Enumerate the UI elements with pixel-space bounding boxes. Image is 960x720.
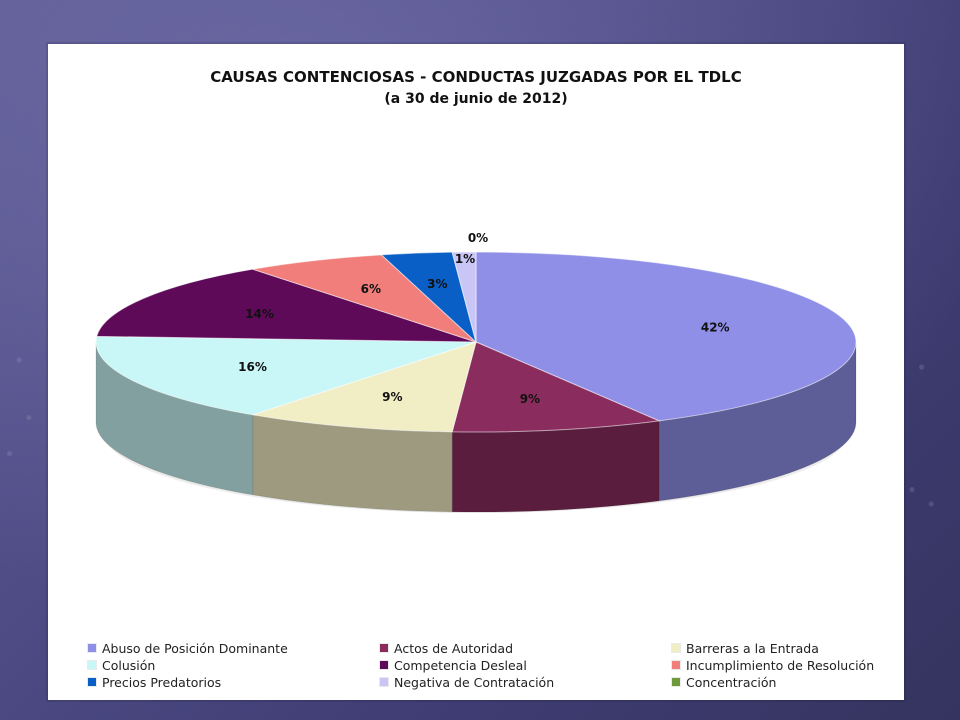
legend-item-6: Precios Predatorios (88, 674, 380, 690)
data-label-4: 14% (245, 307, 274, 321)
legend-swatch (672, 661, 680, 669)
legend-item-7: Negativa de Contratación (380, 674, 672, 690)
data-label-1: 9% (520, 392, 540, 406)
data-label-5: 6% (361, 282, 381, 296)
legend-label: Abuso de Posición Dominante (102, 640, 288, 656)
legend-swatch (380, 661, 388, 669)
legend-swatch (88, 644, 96, 652)
legend-label: Incumplimiento de Resolución (686, 657, 875, 673)
chart-title: CAUSAS CONTENCIOSAS - CONDUCTAS JUZGADAS… (210, 68, 742, 86)
legend-item-5: Incumplimiento de Resolución (672, 657, 888, 673)
data-label-6: 3% (427, 277, 447, 291)
pie-data-labels: 42% 9% 9% 16% 14% 6% 3% 1% 0% (238, 231, 729, 406)
pie-slice-7 (451, 251, 477, 343)
pie-slice-5 (252, 254, 477, 343)
legend-swatch (672, 678, 680, 686)
pie-side-1 (451, 420, 660, 513)
chart-card: CAUSAS CONTENCIOSAS - CONDUCTAS JUZGADAS… (48, 44, 904, 700)
legend-item-1: Actos de Autoridad (380, 640, 672, 656)
legend-item-0: Abuso de Posición Dominante (88, 640, 380, 656)
legend-swatch (380, 678, 388, 686)
legend-label: Precios Predatorios (102, 674, 222, 690)
data-label-7: 1% (455, 252, 475, 266)
legend-label: Actos de Autoridad (394, 640, 514, 656)
pie-slice-2 (252, 341, 477, 433)
pie-slice-4 (96, 268, 477, 343)
legend-swatch (88, 678, 96, 686)
legend-item-8: Concentración (672, 674, 888, 690)
pie-slice-1 (451, 341, 661, 433)
chart-area: 42% 9% 9% 16% 14% 6% 3% 1% 0% (48, 44, 904, 700)
legend-swatch (88, 661, 96, 669)
legend-label: Negativa de Contratación (394, 674, 555, 690)
legend-swatch (672, 644, 680, 652)
data-label-3: 16% (238, 360, 267, 374)
chart-title-block: CAUSAS CONTENCIOSAS - CONDUCTAS JUZGADAS… (48, 66, 904, 110)
chart-legend: Abuso de Posición Dominante Actos de Auto… (88, 640, 888, 690)
legend-label: Colusión (102, 657, 156, 673)
pie-slice-3 (95, 335, 477, 416)
data-label-8: 0% (468, 231, 488, 245)
pie-top-slices (95, 251, 857, 433)
data-label-2: 9% (382, 390, 402, 404)
legend-label: Barreras a la Entrada (686, 640, 819, 656)
legend-label: Concentración (686, 674, 777, 690)
pie-slice-0 (475, 251, 857, 422)
data-label-0: 42% (701, 320, 730, 334)
legend-label: Competencia Desleal (394, 657, 527, 673)
legend-item-4: Competencia Desleal (380, 657, 672, 673)
legend-item-2: Barreras a la Entrada (672, 640, 888, 656)
legend-swatch (380, 644, 388, 652)
pie-chart: 42% 9% 9% 16% 14% 6% 3% 1% 0% (95, 231, 857, 513)
chart-subtitle: (a 30 de junio de 2012) (384, 91, 568, 107)
pie-side-walls (95, 341, 857, 513)
legend-item-3: Colusión (88, 657, 380, 673)
